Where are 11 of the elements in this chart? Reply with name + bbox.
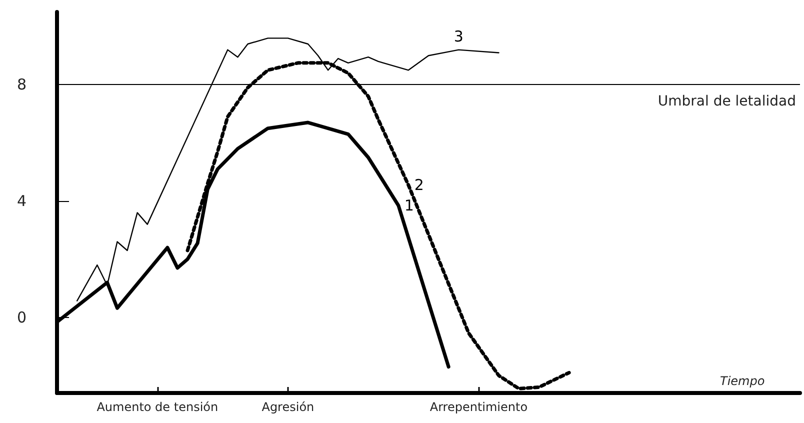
y-tick-label: 4	[17, 192, 27, 210]
ref-line-label: Umbral de letalidad	[658, 94, 796, 110]
x-tick-label: Aumento de tensión	[96, 400, 218, 414]
series-label: 3	[454, 27, 464, 46]
series-label: 2	[414, 176, 424, 194]
x-tick-label: Arrepentimiento	[430, 400, 528, 414]
x-tick-label: Agresión	[262, 400, 314, 414]
series-label: 1	[404, 196, 414, 214]
x-axis-title: Tiempo	[720, 374, 765, 388]
y-tick-label: 8	[17, 76, 27, 94]
y-tick-label: 0	[17, 308, 27, 326]
